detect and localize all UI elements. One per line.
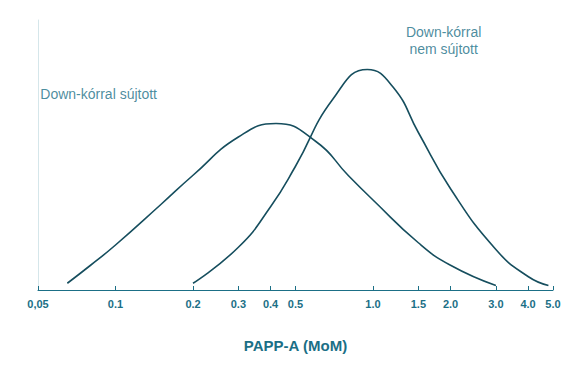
svg-text:PAPP-A (MoM): PAPP-A (MoM) <box>244 337 347 354</box>
svg-text:0.5: 0.5 <box>288 298 303 310</box>
svg-text:Down-kórral: Down-kórral <box>406 24 481 40</box>
svg-text:nem sújtott: nem sújtott <box>409 41 478 57</box>
svg-text:0,05: 0,05 <box>27 298 48 310</box>
svg-text:3.0: 3.0 <box>488 298 503 310</box>
svg-text:0.4: 0.4 <box>263 298 279 310</box>
svg-text:1.5: 1.5 <box>411 298 426 310</box>
svg-text:0.2: 0.2 <box>185 298 200 310</box>
svg-text:0.1: 0.1 <box>108 298 123 310</box>
svg-text:5.0: 5.0 <box>545 298 560 310</box>
svg-text:2.0: 2.0 <box>443 298 458 310</box>
svg-text:Down-kórral sújtott: Down-kórral sújtott <box>40 86 157 102</box>
svg-text:1.0: 1.0 <box>365 298 380 310</box>
svg-text:4.0: 4.0 <box>520 298 535 310</box>
svg-text:0.3: 0.3 <box>231 298 246 310</box>
